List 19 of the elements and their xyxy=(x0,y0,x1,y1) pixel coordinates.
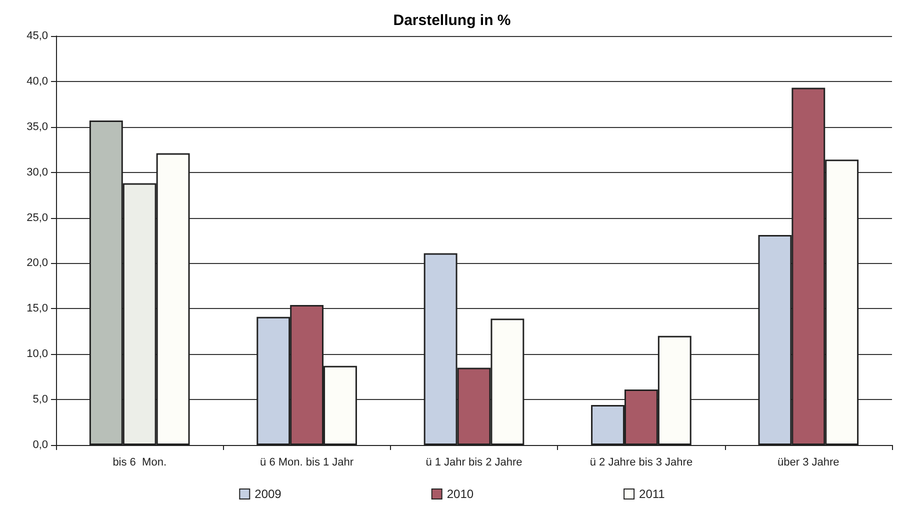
x-tick-label: über 3 Jahre xyxy=(778,456,840,468)
y-tick-label: 25,0 xyxy=(26,212,48,224)
y-tick-label: 40,0 xyxy=(26,75,48,88)
x-tick-label: ü 2 Jahre bis 3 Jahre xyxy=(590,456,693,468)
y-tick-label: 0,0 xyxy=(32,439,48,451)
legend-label: 2009 xyxy=(254,487,282,501)
x-tick-label: bis 6 Mon. xyxy=(112,456,167,468)
y-tick-label: 5,0 xyxy=(32,394,48,406)
y-tick-label: 10,0 xyxy=(26,348,48,360)
legend-label: 2010 xyxy=(446,487,474,501)
y-tick-label: 15,0 xyxy=(26,302,48,315)
x-tick-label: ü 1 Jahr bis 2 Jahre xyxy=(426,456,522,468)
x-tick-label: ü 6 Mon. bis 1 Jahr xyxy=(260,456,354,468)
y-tick-label: 35,0 xyxy=(26,120,48,133)
y-tick-label: 30,0 xyxy=(26,166,48,178)
y-tick-label: 20,0 xyxy=(26,257,48,270)
legend-label: 2011 xyxy=(639,487,666,501)
y-tick-label: 45,0 xyxy=(26,30,48,42)
chart-title: Darstellung in % xyxy=(393,12,511,29)
